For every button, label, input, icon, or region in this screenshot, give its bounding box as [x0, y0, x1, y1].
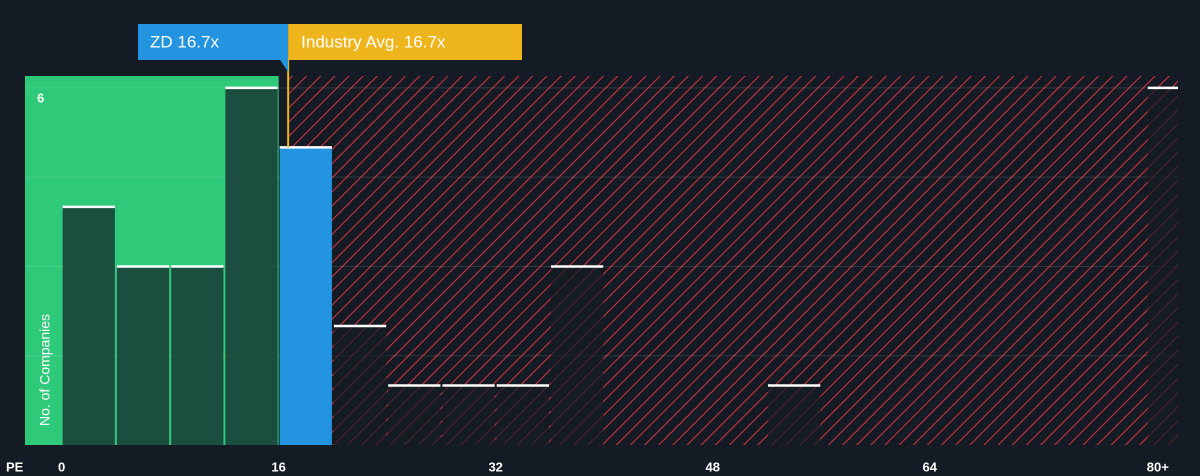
x-axis-label: PE — [6, 459, 24, 474]
bar — [496, 384, 549, 445]
bar — [171, 265, 224, 445]
bar — [767, 384, 821, 445]
bar — [333, 324, 387, 445]
bar-body — [225, 87, 278, 445]
bar-body — [116, 266, 170, 445]
x-tick-label: 48 — [705, 459, 719, 474]
bar-body — [333, 325, 387, 445]
x-tick-label: 80+ — [1147, 459, 1169, 474]
bar-body — [279, 147, 332, 445]
x-tick-label: 16 — [271, 459, 285, 474]
y-tick-label: 6 — [37, 90, 44, 105]
bar — [550, 265, 604, 445]
company-label-box — [138, 24, 289, 60]
bar-body — [171, 266, 224, 445]
x-tick-label: 0 — [58, 459, 65, 474]
y-axis-label: No. of Companies — [37, 314, 53, 426]
bar — [225, 86, 278, 445]
bar-body — [388, 385, 441, 445]
above-region — [288, 76, 1179, 445]
bar-body — [442, 385, 495, 445]
bar-body — [1147, 87, 1178, 445]
bar-body — [62, 206, 115, 445]
bar — [279, 146, 332, 445]
company-label: ZD 16.7x — [150, 32, 219, 51]
bar — [442, 384, 495, 445]
bar — [1147, 86, 1178, 445]
bar — [388, 384, 441, 445]
industry-label: Industry Avg. 16.7x — [301, 32, 446, 51]
x-tick-label: 32 — [488, 459, 502, 474]
bar — [116, 265, 170, 445]
company-pointer — [280, 60, 289, 72]
bar-body — [767, 385, 821, 445]
bar — [62, 205, 115, 445]
bar-body — [550, 266, 604, 445]
bar-body — [496, 385, 549, 445]
x-tick-label: 64 — [923, 459, 938, 474]
industry-label-box — [288, 24, 522, 60]
